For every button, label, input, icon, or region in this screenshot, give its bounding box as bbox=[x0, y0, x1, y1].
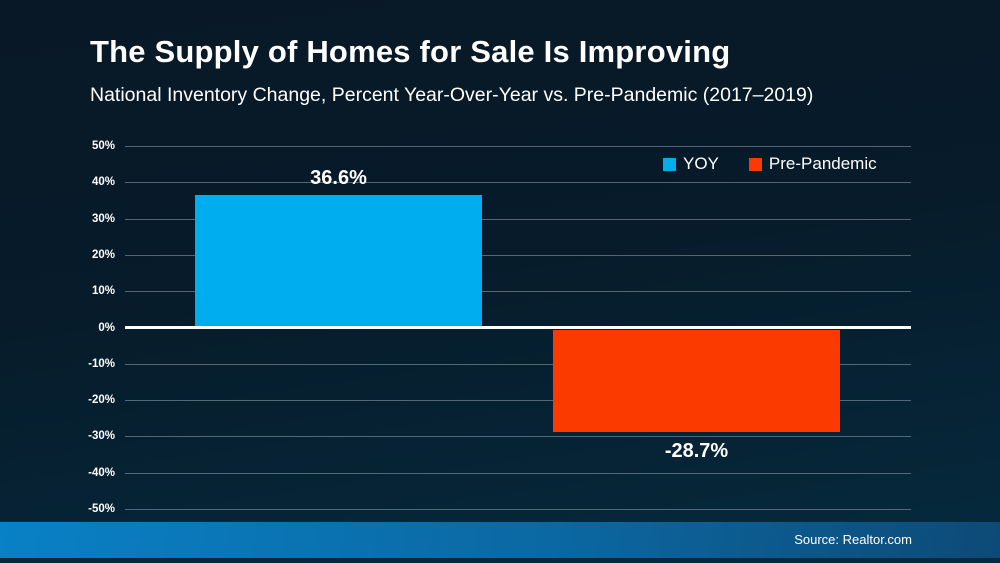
gridline bbox=[125, 146, 911, 147]
y-tick-label: -30% bbox=[88, 430, 115, 443]
legend-label: YOY bbox=[683, 154, 719, 173]
chart-subtitle: National Inventory Change, Percent Year-… bbox=[90, 84, 814, 106]
gridline bbox=[125, 254, 911, 256]
bar-pre-pandemic bbox=[553, 329, 840, 432]
y-tick-label: 40% bbox=[91, 176, 115, 189]
y-tick-label: -20% bbox=[88, 394, 115, 407]
bar-value-label: 36.6% bbox=[310, 166, 367, 189]
y-tick-label: 10% bbox=[91, 285, 115, 298]
y-tick-label: -50% bbox=[88, 503, 115, 515]
bar-yoy bbox=[195, 194, 482, 328]
gridline bbox=[125, 472, 911, 474]
y-tick-label: 0% bbox=[98, 321, 115, 334]
y-tick-label: 30% bbox=[91, 212, 115, 225]
legend: YOY Pre-Pandemic bbox=[663, 154, 877, 174]
source-text: Source: Realtor.com bbox=[794, 532, 912, 547]
gridline bbox=[125, 291, 911, 293]
footer-bottom-strip bbox=[0, 558, 1000, 563]
chart-title: The Supply of Homes for Sale Is Improvin… bbox=[90, 34, 731, 69]
gridline bbox=[125, 218, 911, 220]
y-tick-label: -10% bbox=[88, 357, 115, 370]
legend-swatch bbox=[748, 157, 762, 171]
zero-line bbox=[125, 326, 911, 329]
gridline bbox=[125, 400, 911, 402]
y-tick-label: 50% bbox=[91, 140, 115, 152]
legend-swatch bbox=[663, 157, 676, 171]
legend-item: Pre-Pandemic bbox=[748, 154, 877, 174]
legend-label: Pre-Pandemic bbox=[768, 154, 877, 173]
plot-area: 50% 40% 30% 20% 10% 0% -10% -20% -30% -40% -50% 36.… bbox=[88, 140, 911, 515]
gridline bbox=[125, 363, 911, 365]
legend-item: YOY bbox=[663, 154, 719, 174]
gridline bbox=[125, 509, 911, 510]
y-tick-label: -40% bbox=[88, 466, 115, 479]
footer-bar: Source: Realtor.com bbox=[0, 522, 1000, 563]
bar-value-label: -28.7% bbox=[664, 439, 729, 462]
y-tick-label: 20% bbox=[91, 248, 115, 261]
gridline bbox=[125, 436, 911, 438]
gridline bbox=[125, 182, 911, 184]
footer-gradient: Source: Realtor.com bbox=[0, 522, 1000, 558]
